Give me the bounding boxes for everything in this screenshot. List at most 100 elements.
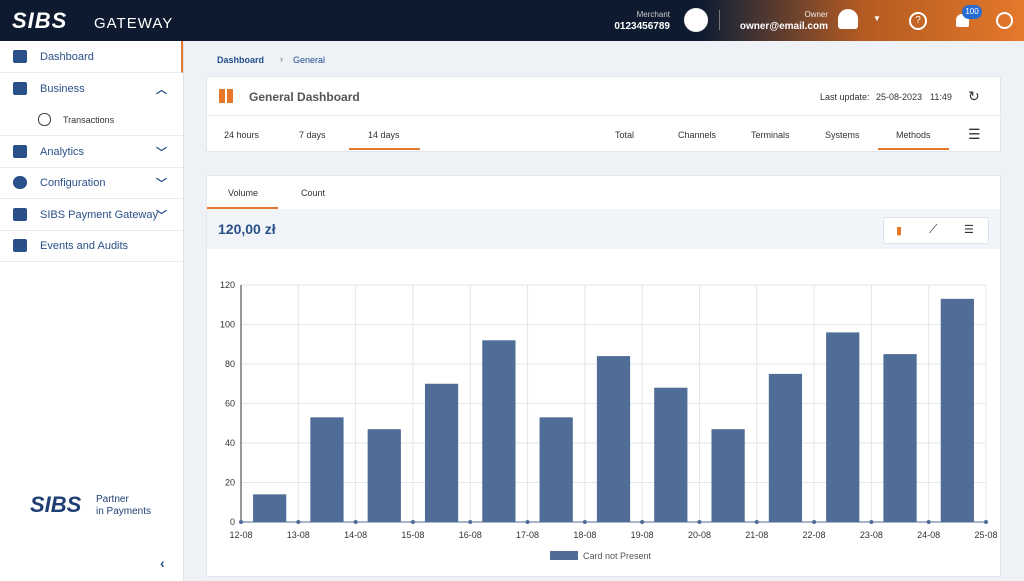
nav-item[interactable]: Business ︿ — [0, 73, 183, 104]
axis-dot — [353, 520, 358, 524]
x-tick-label: 22-08 — [803, 530, 826, 540]
header: SIBS GATEWAY Merchant 0123456789 Owner o… — [0, 0, 1024, 41]
merchant-id: 0123456789 — [614, 21, 670, 32]
total-value: 120,00 zł — [218, 221, 276, 237]
owner-label: Owner — [804, 10, 828, 19]
chart-type-toggle — [883, 217, 989, 244]
logo[interactable]: SIBS — [12, 8, 68, 33]
axis-dot — [239, 520, 243, 524]
view-tab[interactable]: Channels — [678, 130, 717, 140]
y-tick-label: 0 — [230, 517, 235, 527]
chart-tab[interactable]: Volume — [228, 188, 259, 198]
bar — [310, 417, 344, 522]
divider — [719, 10, 720, 30]
nav-item[interactable]: Dashboard — [0, 41, 183, 73]
axis-dot — [984, 520, 988, 524]
period-tab[interactable]: 24 hours — [224, 130, 260, 140]
dashboard-title: General Dashboard — [249, 90, 360, 104]
bar-view-button[interactable]: ▮ — [896, 225, 903, 237]
help-icon[interactable]: ? — [909, 12, 927, 30]
bar — [367, 429, 401, 522]
partner-text: Partner — [96, 494, 129, 505]
y-tick-label: 100 — [220, 320, 235, 330]
view-tab[interactable]: Total — [615, 130, 635, 140]
breadcrumb-item: General — [293, 55, 326, 65]
sidebar: Dashboard Business ︿ Transactions Analyti… — [0, 41, 184, 581]
nav-label: Configuration — [40, 177, 106, 189]
nav-label: Business — [40, 83, 85, 95]
y-tick-label: 20 — [225, 478, 235, 488]
table-view-button[interactable]: ☰ — [964, 224, 974, 236]
chart: 0 20 40 60 80 100 120 12-08 13-08 14-08 15-08 16-08… — [220, 280, 998, 560]
x-tick-label: 25-08 — [974, 530, 997, 540]
bar — [253, 494, 287, 522]
nav-label: SIBS Payment Gateway — [40, 209, 158, 221]
view-tab[interactable]: Systems — [825, 130, 860, 140]
nav-label: Analytics — [40, 146, 85, 158]
x-tick-label: 24-08 — [917, 530, 940, 540]
x-tick-label: 15-08 — [401, 530, 424, 540]
legend-swatch — [550, 551, 578, 560]
axis-dot — [697, 520, 702, 524]
x-tick-label: 18-08 — [573, 530, 596, 540]
dropdown-caret[interactable]: ▼ — [873, 14, 881, 23]
bar — [596, 356, 631, 522]
y-tick-label: 40 — [225, 438, 235, 448]
bar — [424, 383, 459, 522]
collapse-button[interactable]: ‹ — [160, 555, 165, 571]
axis-dot — [926, 520, 931, 524]
view-tab[interactable]: Terminals — [751, 130, 790, 140]
nav-label: Transactions — [63, 115, 115, 125]
x-tick-label: 12-08 — [229, 530, 252, 540]
total-bar — [207, 209, 1000, 249]
partner-logo: SIBS — [30, 492, 82, 517]
axis-dot — [812, 520, 817, 524]
nav-item[interactable]: Analytics ﹀ — [0, 136, 183, 168]
y-tick-label: 120 — [220, 280, 235, 290]
nav-label: Dashboard — [40, 51, 94, 63]
merchant-label: Merchant — [636, 10, 670, 19]
x-tick-label: 13-08 — [287, 530, 310, 540]
nav-subitem[interactable]: Transactions — [0, 104, 183, 136]
axis-dot — [410, 520, 415, 524]
view-tab[interactable]: Methods — [896, 130, 931, 140]
x-tick-label: 23-08 — [860, 530, 883, 540]
breadcrumb-item[interactable]: Dashboard — [217, 55, 265, 65]
x-tick-label: 14-08 — [344, 530, 367, 540]
period-tab[interactable]: 7 days — [299, 130, 326, 140]
period-tab[interactable]: 14 days — [368, 130, 400, 140]
owner-email[interactable]: owner@email.com — [739, 21, 828, 32]
language-icon[interactable] — [996, 12, 1013, 29]
dashboard-card — [206, 76, 1001, 152]
dashboard-icon — [219, 89, 233, 103]
axis-dot — [525, 520, 530, 524]
product-name: GATEWAY — [94, 15, 174, 32]
nav-item[interactable]: SIBS Payment Gateway ﹀ — [0, 199, 183, 231]
active-indicator — [878, 148, 949, 150]
breadcrumb-separator: › — [280, 54, 283, 64]
bar — [539, 417, 573, 522]
axis-dot — [640, 520, 645, 524]
filter-button[interactable]: ☰ — [968, 126, 981, 142]
y-tick-label: 80 — [225, 359, 235, 369]
nav-item[interactable]: Configuration ﹀ — [0, 167, 183, 199]
axis-dot — [869, 520, 874, 524]
chart-tab[interactable]: Count — [301, 188, 326, 198]
refresh-button[interactable]: ↻ — [968, 88, 980, 104]
axis-dot — [468, 520, 473, 524]
merchant-icon[interactable] — [684, 8, 708, 32]
line-view-button[interactable]: ⟋ — [929, 222, 938, 236]
bar — [883, 354, 917, 522]
notification-badge: 100 — [962, 5, 982, 19]
x-tick-label: 21-08 — [745, 530, 768, 540]
bar — [654, 387, 688, 522]
nav-label: Events and Audits — [40, 240, 129, 252]
last-update-label: Last update: — [820, 92, 870, 102]
user-icon[interactable] — [838, 9, 858, 29]
divider — [206, 115, 1001, 116]
axis-dot — [582, 520, 587, 524]
axis-dot — [296, 520, 301, 524]
nav-item[interactable]: Events and Audits — [0, 230, 183, 262]
bar — [940, 298, 974, 522]
y-tick-label: 60 — [225, 399, 235, 409]
